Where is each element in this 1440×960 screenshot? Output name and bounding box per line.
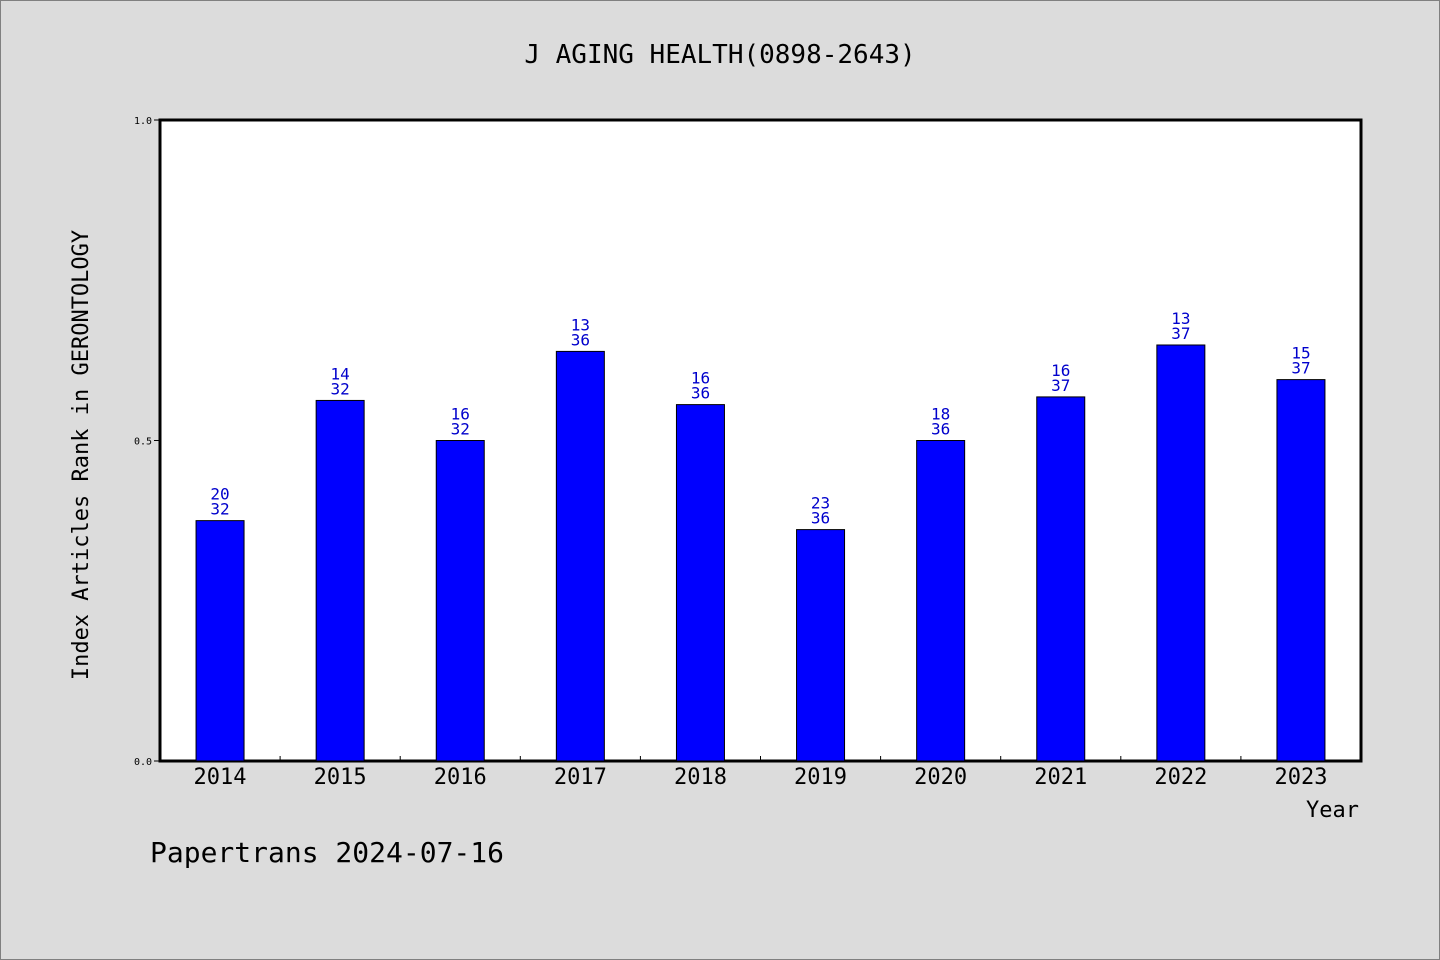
- bar-total-label: 37: [1171, 324, 1190, 343]
- bar-total-label: 37: [1051, 376, 1070, 395]
- bar-2018: [675, 404, 725, 762]
- x-tick-label: 2017: [554, 765, 607, 790]
- x-tick-label: 2019: [794, 765, 847, 790]
- y-axis-label: Index Articles Rank in GERONTOLOGY: [69, 230, 94, 680]
- x-tick-label: 2020: [914, 765, 967, 790]
- bar-rank-label: 13: [1171, 309, 1190, 328]
- bar-total-label: 36: [931, 420, 950, 439]
- bar-rank-label: 16: [691, 369, 710, 388]
- bar-2017: [555, 350, 605, 762]
- bar-total-label: 32: [331, 379, 350, 398]
- x-tick-label: 2016: [434, 765, 487, 790]
- bar-total-label: 36: [571, 330, 590, 349]
- x-axis-label: Year: [1306, 798, 1359, 823]
- y-tick-label: 0.5: [134, 437, 152, 448]
- bar-total-label: 32: [451, 420, 470, 439]
- bar-rank-label: 15: [1291, 344, 1310, 363]
- x-tick-label: 2018: [674, 765, 727, 790]
- bar-rank-label: 18: [931, 405, 950, 424]
- x-tick-label: 2021: [1034, 765, 1087, 790]
- bar-total-label: 36: [811, 509, 830, 528]
- x-tick-label: 2014: [194, 765, 247, 790]
- bar-total-label: 36: [691, 384, 710, 403]
- bar-rank-label: 20: [210, 485, 229, 504]
- x-axis: 2014 2015 2016 2017 2018 2019 2020 2021 2022 2023: [194, 756, 1327, 790]
- bar-rank-label: 16: [451, 405, 470, 424]
- chart-title: J AGING HEALTH(0898-2643): [524, 40, 915, 70]
- footer-stamp: Papertrans 2024-07-16: [150, 836, 504, 869]
- bar-2022: [1156, 344, 1206, 762]
- bar-rank-label: 13: [571, 315, 590, 334]
- y-tick-label: 1.0: [134, 116, 152, 127]
- y-tick-label: 0.0: [134, 757, 152, 768]
- y-axis: 0.0 0.5 1.0: [134, 116, 160, 768]
- bar-total-label: 37: [1291, 359, 1310, 378]
- bar-rank-label: 23: [811, 494, 830, 513]
- x-tick-label: 2022: [1154, 765, 1207, 790]
- bar-2020: [916, 440, 966, 762]
- bar-2014: [195, 520, 245, 762]
- bar-rank-label: 14: [331, 364, 350, 383]
- bar-2016: [435, 440, 485, 762]
- x-tick-label: 2015: [314, 765, 367, 790]
- bar-2015: [315, 399, 365, 762]
- bar-total-label: 32: [210, 500, 229, 519]
- bar-2021: [1036, 396, 1086, 762]
- bar-rank-label: 16: [1051, 361, 1070, 380]
- x-tick-label: 2023: [1274, 765, 1327, 790]
- bar-2019: [796, 529, 846, 762]
- bar-2023: [1276, 379, 1326, 762]
